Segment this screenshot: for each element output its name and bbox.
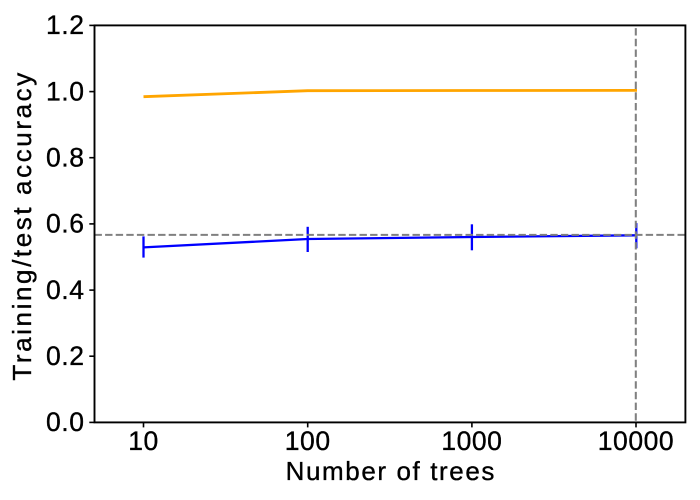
svg-text:100: 100	[285, 426, 331, 456]
svg-text:0.4: 0.4	[46, 275, 85, 305]
svg-text:1000: 1000	[441, 426, 502, 456]
svg-text:10: 10	[128, 426, 159, 456]
svg-text:1.2: 1.2	[46, 10, 85, 40]
svg-text:Training/test accuracy: Training/test accuracy	[7, 70, 37, 381]
svg-text:10000: 10000	[598, 426, 674, 456]
svg-text:0.6: 0.6	[46, 209, 85, 239]
svg-text:0.8: 0.8	[46, 143, 85, 173]
svg-text:Number of trees: Number of trees	[286, 456, 496, 486]
svg-text:0.0: 0.0	[46, 407, 85, 437]
svg-text:0.2: 0.2	[46, 341, 85, 371]
svg-text:1.0: 1.0	[46, 76, 85, 106]
